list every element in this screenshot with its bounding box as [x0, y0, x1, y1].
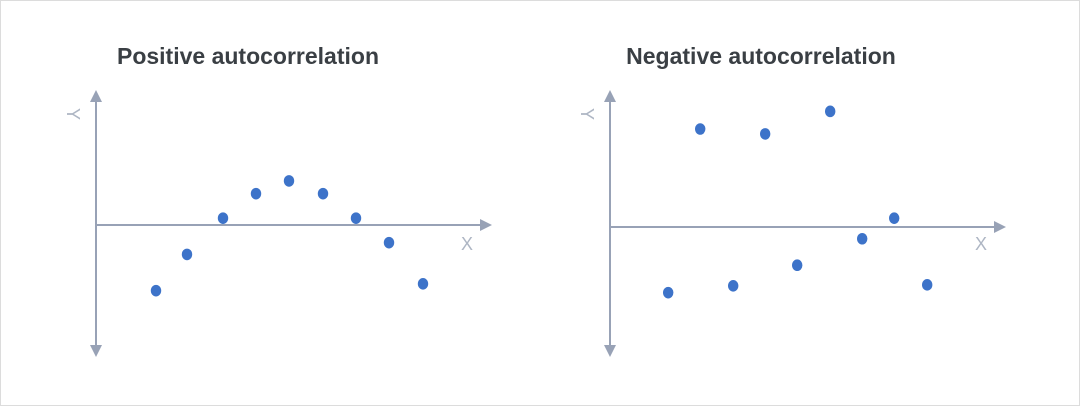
data-point: [417, 278, 429, 290]
data-point: [383, 236, 395, 249]
y-axis-arrow-down: [90, 345, 102, 357]
chart-title-positive: Positive autocorrelation: [116, 43, 379, 69]
scatter-panel-positive: XY: [63, 90, 492, 357]
y-axis-arrow-up: [90, 90, 102, 102]
data-point: [727, 280, 739, 292]
data-point: [824, 105, 836, 118]
data-point: [921, 279, 933, 291]
data-point: [857, 232, 868, 245]
data-point: [217, 212, 229, 224]
data-point: [663, 286, 674, 299]
y-axis-label: Y: [577, 108, 597, 120]
data-point: [317, 187, 329, 200]
data-point: [181, 248, 193, 261]
data-point: [150, 284, 162, 297]
x-axis-label: X: [975, 234, 987, 254]
chart-title-negative: Negative autocorrelation: [626, 43, 896, 69]
data-point: [792, 259, 803, 272]
y-axis-arrow-up: [604, 90, 616, 102]
y-axis-label: Y: [63, 108, 83, 120]
data-point: [695, 123, 706, 135]
x-axis-label: X: [461, 234, 473, 254]
data-point: [350, 212, 362, 224]
x-axis-arrow-right: [994, 221, 1006, 233]
y-axis-arrow-down: [604, 345, 616, 357]
data-point: [889, 212, 900, 224]
scatter-panel-negative: XY: [577, 90, 1006, 357]
data-point: [283, 175, 295, 187]
x-axis-arrow-right: [480, 219, 492, 231]
data-point: [760, 128, 771, 140]
data-point: [250, 187, 262, 200]
